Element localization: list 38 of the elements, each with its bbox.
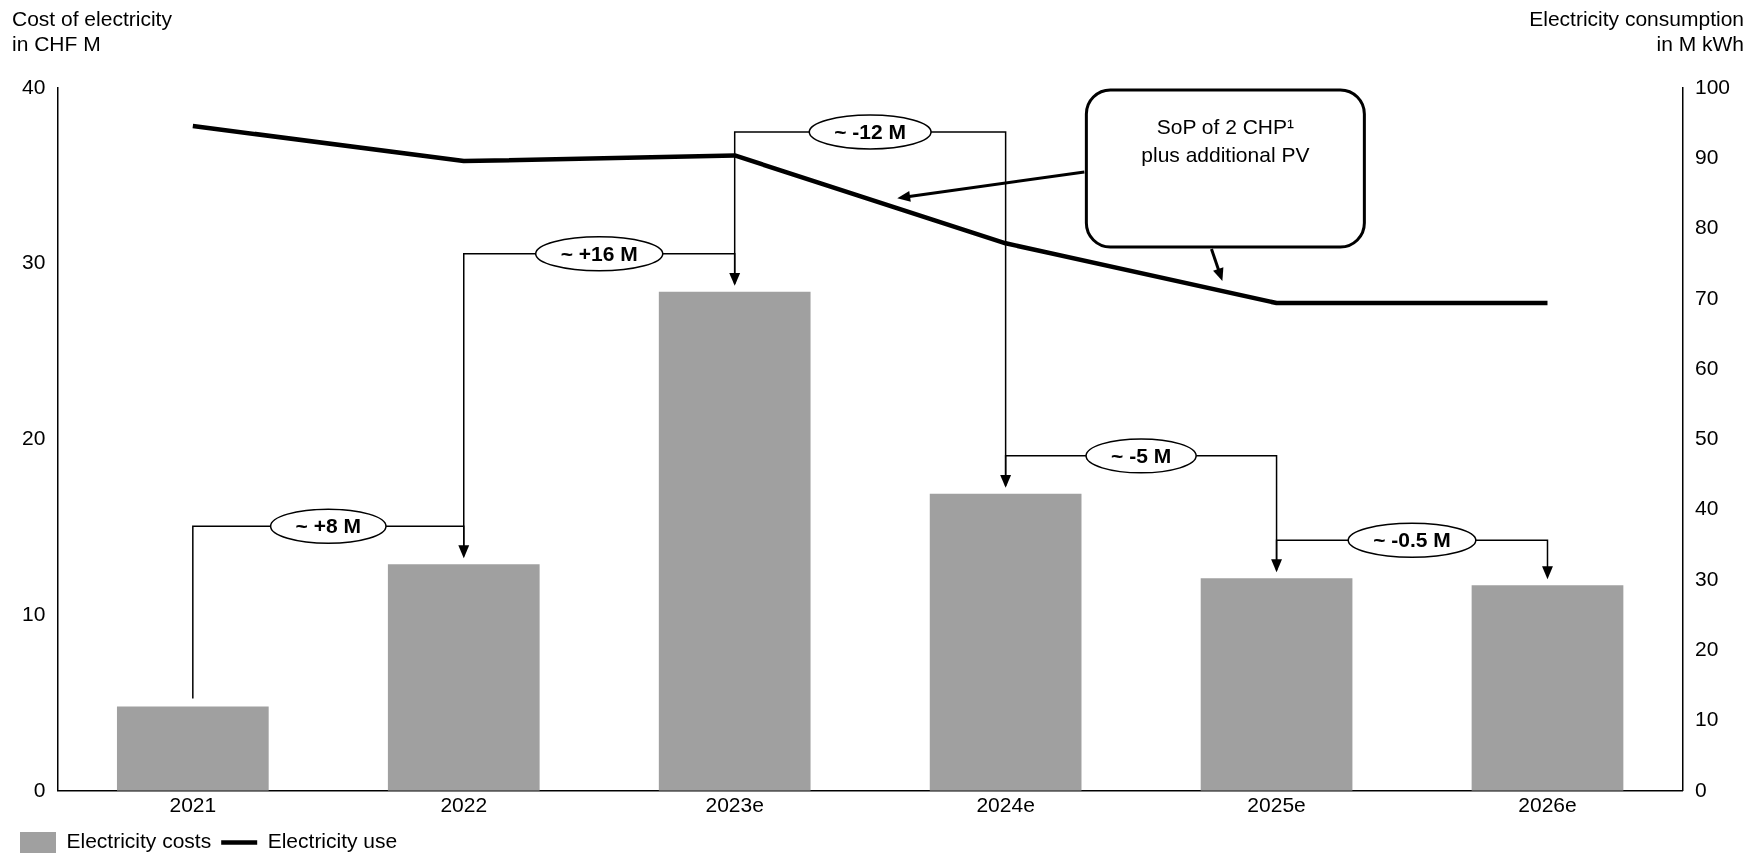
x-tick-label: 2026e (1518, 793, 1577, 817)
annotation: ~ +16 M (560, 241, 638, 265)
y-tick-label: 10 (22, 601, 46, 625)
bar (116, 706, 269, 791)
y2-axis-title: Electricity consumption in M kWh (1529, 6, 1744, 56)
y-tick-label: 40 (22, 74, 46, 98)
y-tick-label: 0 (33, 777, 46, 801)
annotation: ~ -5 M (1111, 443, 1172, 467)
bar (387, 564, 540, 791)
y2-tick-label: 60 (1694, 355, 1719, 379)
y2-tick-label: 80 (1694, 215, 1719, 239)
annotation: ~ -0.5 M (1373, 528, 1451, 551)
bar (1200, 578, 1353, 791)
x-tick-label: 2023e (705, 793, 764, 817)
x-tick-label: 2024e (976, 793, 1035, 817)
y2-tick-label: 50 (1694, 426, 1719, 450)
x-tick-label: 2025e (1247, 793, 1306, 817)
y2-tick-label: 40 (1694, 496, 1719, 520)
annotation: ~ -12 M (834, 119, 907, 143)
annotation: ~ +8 M (295, 513, 361, 537)
x-tick-label: 2022 (440, 793, 488, 817)
y2-tick-label: 10 (1694, 707, 1719, 731)
legend-label: Electricity use (267, 829, 398, 853)
y-tick-label: 20 (22, 426, 46, 450)
y-axis-title: Cost of electricity in CHF M (12, 6, 172, 56)
y-tick-label: 30 (22, 250, 46, 274)
bar (658, 291, 811, 791)
annotation: SoP of 2 CHP¹ plus additional PV (1141, 114, 1310, 166)
y2-tick-label: 0 (1694, 777, 1707, 801)
y2-tick-label: 30 (1694, 566, 1719, 590)
y2-tick-label: 70 (1694, 285, 1719, 309)
y2-tick-label: 100 (1694, 74, 1731, 98)
legend-label: Electricity costs (66, 829, 212, 853)
bar (1471, 585, 1624, 791)
x-tick-label: 2021 (169, 793, 217, 817)
bar (929, 493, 1082, 791)
y2-tick-label: 90 (1694, 145, 1719, 169)
y2-tick-label: 20 (1694, 637, 1719, 661)
